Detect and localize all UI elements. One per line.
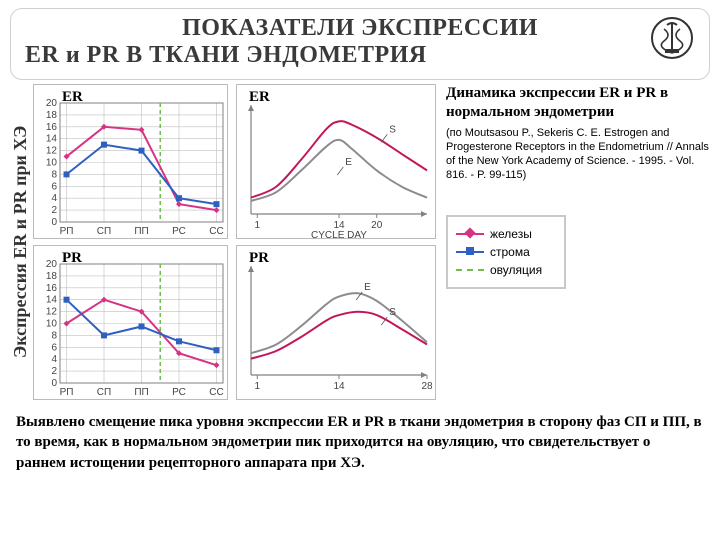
slide-header: ПОКАЗАТЕЛИ ЭКСПРЕССИИ ER и PR В ТКАНИ ЭН…	[10, 8, 710, 80]
legend-item: строма	[456, 245, 556, 259]
svg-text:10: 10	[46, 319, 58, 330]
right-text-column: Динамика экспрессии ER и PR в нормальном…	[446, 84, 710, 400]
legend-item: овуляция	[456, 263, 556, 277]
chart-pr-left-label: PR	[62, 250, 82, 267]
chart-pr-right-label: PR	[249, 250, 269, 267]
svg-text:E: E	[345, 157, 352, 168]
svg-text:4: 4	[51, 354, 57, 365]
charts-column-left: ER 02468101214161820РПСПППРССС PR 024681…	[33, 84, 228, 400]
main-content: Экспрессия ER и PR при ХЭ ER 02468101214…	[10, 84, 710, 400]
svg-text:14: 14	[46, 295, 58, 306]
conclusion-text: Выявлено смещение пика уровня экспрессии…	[16, 412, 704, 473]
svg-text:0: 0	[51, 217, 57, 228]
svg-text:6: 6	[51, 181, 57, 192]
svg-text:14: 14	[46, 134, 58, 145]
svg-text:СП: СП	[97, 387, 111, 398]
svg-text:2: 2	[51, 366, 57, 377]
svg-text:РС: РС	[172, 387, 186, 398]
svg-text:СС: СС	[209, 226, 223, 237]
chart-pr-left: PR 02468101214161820 РП СП ПП РС СС	[33, 245, 228, 400]
svg-text:18: 18	[46, 271, 58, 282]
legend-label: строма	[490, 245, 530, 259]
legend-label: железы	[490, 227, 532, 241]
chart-er-left: ER 02468101214161820 РП СП ПП РС СС	[33, 84, 228, 239]
logo-icon	[649, 15, 695, 66]
legend-item: железы	[456, 227, 556, 241]
svg-text:4: 4	[51, 193, 57, 204]
svg-text:8: 8	[51, 330, 57, 341]
vertical-axis-label: Экспрессия ER и PR при ХЭ	[10, 84, 31, 400]
svg-text:20: 20	[46, 259, 58, 270]
svg-text:1: 1	[255, 381, 261, 392]
svg-text:14: 14	[333, 381, 345, 392]
chart-pr-right: PR 1 14 28 E S	[236, 245, 436, 400]
svg-text:РП: РП	[60, 387, 74, 398]
dynamics-title: Динамика экспрессии ER и PR в нормальном…	[446, 84, 710, 122]
svg-text:СС: СС	[209, 387, 223, 398]
svg-text:12: 12	[46, 146, 58, 157]
svg-text:ПП: ПП	[134, 226, 148, 237]
svg-text:СП: СП	[97, 226, 111, 237]
legend-box: железы строма овуляция	[446, 215, 566, 289]
title-line-1: ПОКАЗАТЕЛИ ЭКСПРЕССИИ	[25, 15, 695, 42]
svg-text:28: 28	[421, 381, 433, 392]
svg-text:S: S	[389, 307, 396, 318]
svg-text:S: S	[389, 124, 396, 135]
chart-er-right: ER 11420CYCLE DAYSE	[236, 84, 436, 239]
svg-text:8: 8	[51, 169, 57, 180]
svg-text:16: 16	[46, 122, 58, 133]
svg-text:CYCLE DAY: CYCLE DAY	[311, 230, 367, 240]
svg-text:20: 20	[371, 220, 383, 231]
title-line-2: ER и PR В ТКАНИ ЭНДОМЕТРИЯ	[25, 42, 695, 69]
svg-text:1: 1	[255, 220, 261, 231]
legend-label: овуляция	[490, 263, 542, 277]
svg-text:16: 16	[46, 283, 58, 294]
dynamics-citation: (по Moutsasou P., Sekeris C. E. Estrogen…	[446, 126, 710, 183]
svg-text:20: 20	[46, 98, 58, 109]
svg-text:ПП: ПП	[134, 387, 148, 398]
charts-column-right: ER 1 14 20 CYCLE DAY S E PR 1 14 28 E S	[236, 84, 436, 400]
svg-text:РП: РП	[60, 226, 74, 237]
svg-text:6: 6	[51, 342, 57, 353]
svg-text:10: 10	[46, 158, 58, 169]
svg-text:18: 18	[46, 110, 58, 121]
svg-text:12: 12	[46, 307, 58, 318]
chart-er-right-label: ER	[249, 89, 270, 106]
svg-text:E: E	[364, 282, 371, 293]
svg-text:РС: РС	[172, 226, 186, 237]
svg-text:2: 2	[51, 205, 57, 216]
chart-er-left-label: ER	[62, 89, 83, 106]
svg-text:0: 0	[51, 378, 57, 389]
